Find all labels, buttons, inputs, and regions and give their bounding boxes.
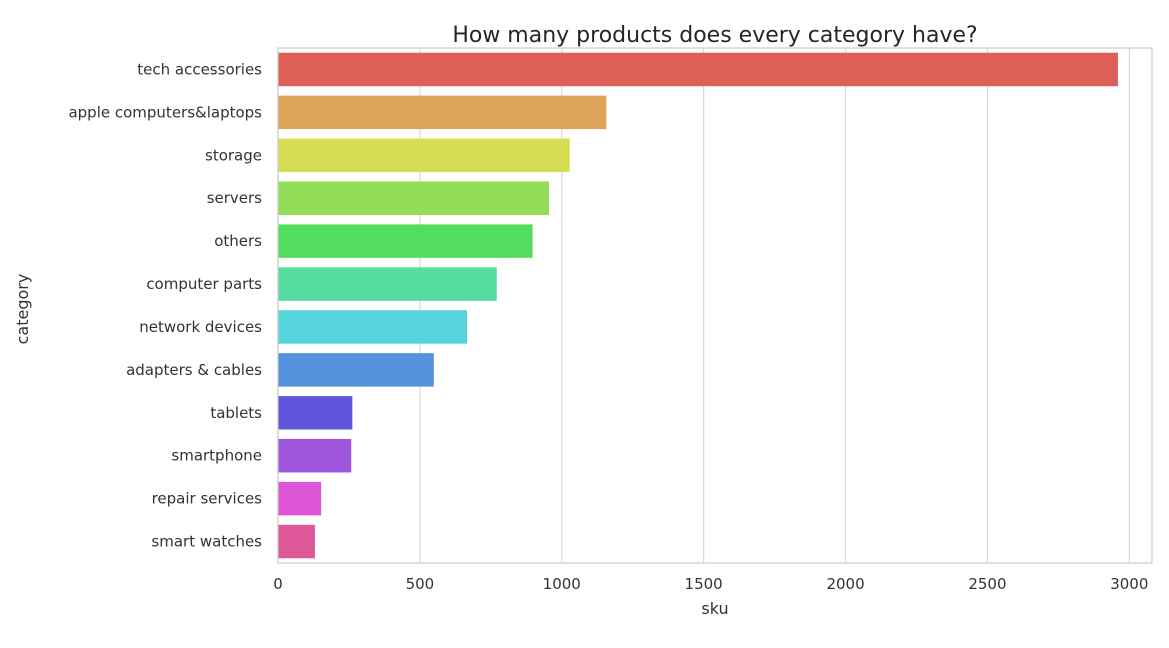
y-tick-label: repair services (152, 490, 263, 508)
y-tick-label: adapters & cables (126, 361, 262, 379)
x-tick-label: 500 (406, 575, 435, 593)
bar (278, 438, 352, 473)
x-axis-label: sku (701, 599, 728, 618)
y-tick-labels: tech accessories apple computers&laptops s… (68, 60, 262, 550)
x-tick-label: 0 (273, 575, 283, 593)
bar (278, 310, 467, 344)
y-tick-label: network devices (139, 318, 262, 336)
y-tick-label: others (214, 232, 262, 250)
x-tick-labels: 0 500 1000 1500 2000 2500 3000 (273, 575, 1148, 593)
axes (277, 47, 1153, 564)
plot-frame (277, 47, 1153, 564)
x-tick-label: 1000 (543, 575, 581, 593)
bar (278, 267, 497, 301)
bar (278, 52, 1118, 87)
y-tick-label: tablets (210, 404, 262, 422)
y-tick-label: tech accessories (137, 60, 262, 78)
bar (278, 481, 322, 516)
y-tick-label: servers (207, 189, 262, 207)
bar (278, 138, 570, 173)
y-tick-label: storage (205, 146, 262, 164)
y-axis-label: category (13, 274, 32, 345)
bars (278, 52, 1118, 559)
bar (278, 353, 434, 387)
y-tick-label: apple computers&laptops (68, 103, 262, 121)
y-tick-label: computer parts (146, 275, 262, 293)
x-tick-label: 1500 (685, 575, 723, 593)
x-tick-label: 2500 (968, 575, 1006, 593)
bar (278, 524, 315, 559)
bar (278, 181, 549, 215)
y-tick-label: smart watches (151, 533, 262, 551)
bar (278, 95, 607, 130)
y-tick-label: smartphone (171, 447, 262, 465)
x-tick-label: 2000 (826, 575, 864, 593)
bar (278, 224, 533, 258)
x-tick-label: 3000 (1110, 575, 1148, 593)
chart-title: How many products does every category ha… (452, 23, 977, 48)
bar (278, 396, 353, 430)
grid-lines (277, 48, 1130, 563)
